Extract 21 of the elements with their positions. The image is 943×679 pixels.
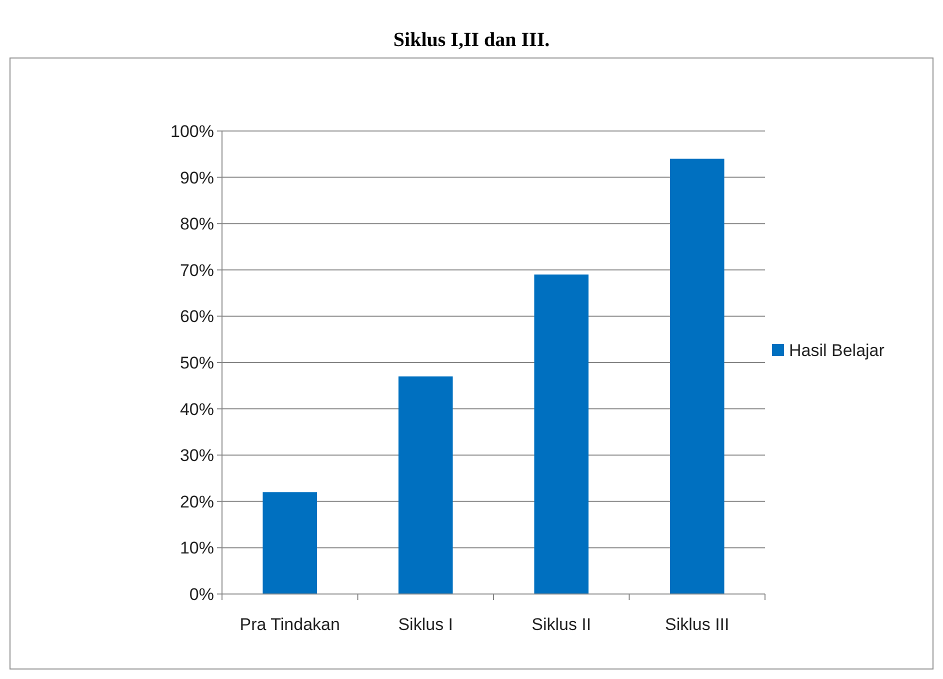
y-tick-label: 100%	[170, 122, 214, 141]
bar	[534, 274, 589, 594]
y-tick-label: 50%	[180, 353, 214, 372]
bar	[398, 376, 453, 594]
bar	[670, 158, 724, 594]
y-tick-label: 0%	[189, 584, 214, 604]
y-tick-label: 90%	[180, 168, 214, 188]
y-tick-label: 20%	[180, 492, 214, 512]
y-tick-label: 80%	[180, 214, 214, 234]
y-tick-label: 70%	[180, 260, 214, 280]
y-tick-label: 40%	[180, 400, 214, 419]
x-tick-label: Siklus III	[665, 615, 730, 634]
y-tick-label: 30%	[180, 446, 214, 466]
x-tick-label: Pra Tindakan	[240, 615, 340, 634]
y-tick-label: 60%	[180, 307, 214, 326]
chart-title: Siklus I,II dan III.	[393, 29, 550, 51]
legend-label: Hasil Belajar	[789, 340, 885, 360]
bar	[262, 492, 318, 594]
y-tick-label: 10%	[180, 538, 214, 558]
x-tick-label: Siklus II	[532, 615, 592, 634]
x-tick-label: Siklus I	[398, 615, 454, 634]
